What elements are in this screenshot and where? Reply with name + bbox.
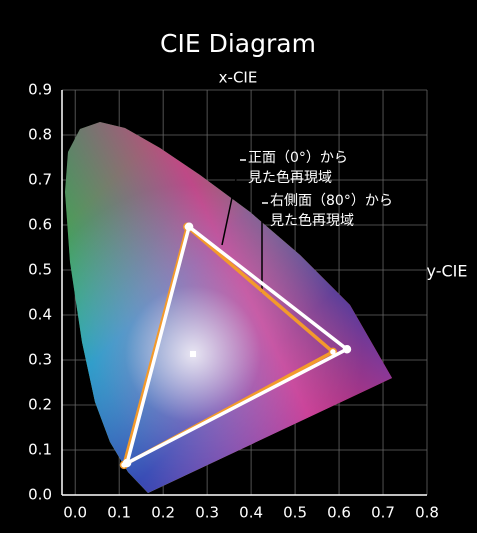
y-tick-label: 0.0 — [28, 486, 52, 504]
x-tick-label: 0.1 — [107, 504, 131, 522]
x-tick-label: 0.3 — [195, 504, 219, 522]
gamut-vertex — [184, 222, 194, 232]
gamut-triangle — [122, 225, 335, 467]
y-tick-label: 0.6 — [28, 216, 52, 234]
y-tick-label: 0.8 — [28, 126, 52, 144]
x-tick-label: 0.0 — [63, 504, 87, 522]
x-tick-label: 0.8 — [415, 504, 439, 522]
y-tick-label: 0.2 — [28, 396, 52, 414]
annotation: 正面（0°）から — [248, 150, 348, 166]
x-tick-label: 0.6 — [327, 504, 351, 522]
white-point — [190, 351, 196, 357]
annotation: 右側面（80°）から — [270, 193, 393, 209]
x-tick-label: 0.5 — [283, 504, 307, 522]
annotation: 見た色再現域 — [248, 169, 332, 186]
gamut-vertex — [122, 458, 132, 468]
y-tick-label: 0.5 — [28, 261, 52, 279]
y-tick-label: 0.4 — [28, 306, 52, 324]
leader-line — [221, 159, 241, 246]
annotation: 見た色再現域 — [270, 212, 354, 229]
x-tick-label: 0.4 — [239, 504, 263, 522]
gamut-vertex — [342, 344, 352, 354]
y-tick-label: 0.7 — [28, 171, 52, 189]
x-tick-label: 0.2 — [151, 504, 175, 522]
gamut-triangle — [125, 225, 349, 465]
spectral-locus — [65, 122, 392, 493]
chart-title: CIE Diagram — [160, 29, 316, 58]
y-tick-label: 0.1 — [28, 441, 52, 459]
y-tick-label: 0.9 — [28, 81, 52, 99]
x-tick-label: 0.7 — [371, 504, 395, 522]
y-tick-label: 0.3 — [28, 351, 52, 369]
x-axis-label: x-CIE — [219, 69, 258, 87]
y-axis-label: y-CIE — [427, 262, 468, 281]
